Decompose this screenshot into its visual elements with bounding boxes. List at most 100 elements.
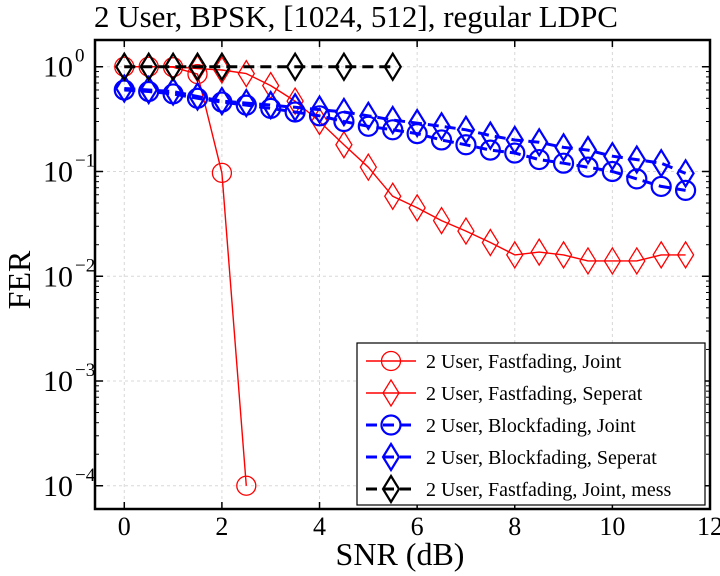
data-point-circle: [455, 134, 477, 156]
y-tick-label: 10: [43, 51, 73, 84]
data-point-circle: [601, 160, 623, 183]
data-point-diamond: [237, 87, 256, 119]
y-tick-label-exponent: −3: [75, 360, 95, 381]
y-tick-label-exponent: −2: [75, 255, 95, 276]
data-point-diamond: [381, 473, 401, 505]
legend-entry: 2 User, Fastfading, Joint: [366, 350, 622, 373]
legend-entry: 2 User, Fastfading, Seperat: [366, 378, 643, 408]
x-tick-label: 4: [313, 512, 326, 541]
legend: 2 User, Fastfading, Joint 2 User, Fastfad…: [356, 342, 706, 506]
x-tick-label: 0: [118, 512, 131, 541]
plot-frame: [93, 38, 712, 511]
y-tick-label: 10: [43, 155, 73, 188]
data-point-diamond: [457, 216, 475, 246]
y-tick-label-exponent: −1: [75, 150, 95, 171]
data-point-circle: [430, 129, 453, 151]
data-point-diamond: [676, 240, 695, 270]
data-point-diamond: [114, 73, 134, 104]
data-point-diamond: [579, 246, 597, 276]
series-line: [124, 65, 686, 262]
data-point-diamond: [285, 92, 305, 123]
data-point-circle: [674, 179, 697, 201]
data-point-diamond: [114, 51, 134, 82]
data-point-diamond: [554, 240, 573, 270]
data-point-diamond: [212, 85, 232, 117]
data-point-diamond: [334, 96, 354, 128]
x-tick-label: 12: [697, 512, 720, 541]
data-point-diamond: [651, 148, 671, 179]
data-point-diamond: [456, 114, 476, 145]
data-point-diamond: [628, 246, 646, 276]
data-point-diamond: [554, 132, 573, 163]
data-point-diamond: [481, 228, 500, 257]
legend-label: 2 User, Fastfading, Seperat: [426, 383, 643, 405]
data-point-diamond: [578, 135, 598, 166]
data-point-diamond: [334, 51, 354, 82]
data-point-diamond: [163, 51, 183, 82]
data-point-diamond: [432, 206, 451, 235]
legend-entry: 2 User, Blockfading, Seperat: [366, 441, 657, 473]
data-point-diamond: [359, 100, 378, 131]
series-4: [114, 73, 695, 189]
data-point-diamond: [505, 240, 524, 270]
data-point-diamond: [335, 130, 353, 159]
data-point-diamond: [381, 441, 401, 473]
legend-box: [356, 342, 706, 506]
data-point-diamond: [603, 141, 622, 172]
data-point-diamond: [505, 124, 525, 156]
data-point-diamond: [286, 86, 304, 116]
data-point-diamond: [627, 144, 647, 175]
legend-label: 2 User, Fastfading, Joint: [426, 351, 622, 373]
y-tick-label: 10: [43, 260, 73, 293]
data-point-diamond: [310, 107, 329, 136]
data-point-diamond: [139, 74, 158, 106]
data-point-diamond: [432, 111, 451, 142]
chart-title: 2 User, BPSK, [1024, 512], regular LDPC: [94, 0, 618, 34]
series-line: [124, 88, 686, 192]
legend-label: 2 User, Fastfading, Joint, mess: [426, 479, 672, 501]
data-point-diamond: [359, 152, 378, 182]
series-line: [124, 87, 687, 175]
legend-entry: 2 User, Blockfading, Joint: [366, 414, 636, 437]
data-point-circle: [382, 119, 404, 141]
data-point-circle: [552, 152, 575, 174]
data-point-diamond: [407, 107, 427, 139]
x-tick-label: 6: [411, 512, 424, 541]
data-point-circle: [380, 414, 402, 436]
legend-entry: 2 User, Fastfading, Joint, mess: [366, 473, 672, 505]
series-layer: [113, 51, 697, 496]
data-point-diamond: [237, 59, 256, 88]
legend-label: 2 User, Blockfading, Joint: [426, 415, 636, 437]
data-point-diamond: [188, 51, 207, 82]
data-point-diamond: [383, 182, 402, 211]
data-point-diamond: [652, 240, 670, 270]
data-point-diamond: [603, 246, 622, 276]
y-tick-label-exponent: −4: [75, 465, 96, 486]
data-point-circle: [211, 162, 233, 184]
data-point-circle: [504, 142, 526, 164]
data-point-diamond: [261, 90, 281, 121]
data-point-diamond: [676, 158, 695, 189]
x-tick-label: 2: [215, 512, 228, 541]
data-point-diamond: [382, 378, 400, 408]
data-point-circle: [528, 148, 550, 171]
y-tick-label: 10: [43, 365, 73, 398]
data-point-diamond: [163, 76, 183, 107]
y-tick-label-exponent: 0: [75, 46, 85, 67]
data-point-diamond: [530, 237, 548, 267]
data-point-diamond: [285, 51, 305, 82]
x-tick-label: 8: [508, 512, 521, 541]
x-axis-label: SNR (dB): [336, 536, 465, 572]
y-axis-label: FER: [1, 250, 37, 309]
data-point-circle: [308, 105, 331, 127]
data-point-diamond: [139, 51, 158, 82]
data-point-diamond: [529, 127, 549, 158]
data-point-circle: [236, 475, 257, 496]
data-point-circle: [380, 350, 402, 372]
data-point-diamond: [310, 94, 329, 125]
data-point-circle: [577, 156, 599, 178]
x-tick-label: 10: [599, 512, 625, 541]
data-point-circle: [479, 139, 501, 161]
